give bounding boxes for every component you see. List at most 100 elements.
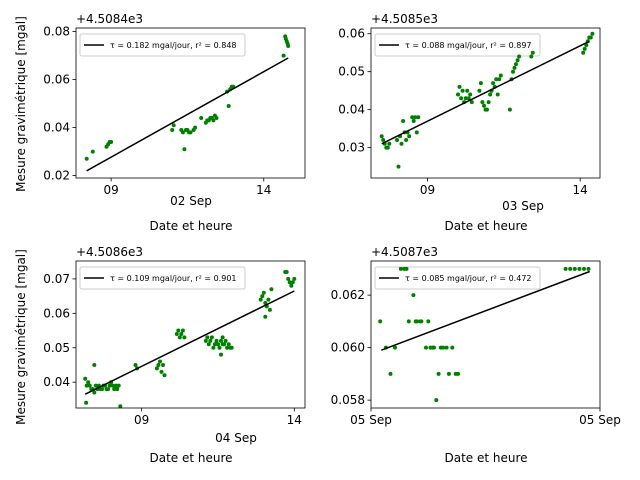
data-point <box>292 276 297 281</box>
data-point <box>180 328 185 333</box>
data-point <box>170 128 175 132</box>
data-point <box>485 107 489 112</box>
legend-box <box>79 33 246 57</box>
data-point <box>261 290 266 295</box>
data-point <box>568 266 573 271</box>
data-point <box>577 266 582 271</box>
data-point <box>219 338 223 343</box>
data-point <box>466 96 471 101</box>
data-point <box>465 88 470 93</box>
data-point <box>399 141 404 146</box>
data-point <box>517 54 522 59</box>
data-point <box>446 371 451 376</box>
data-point <box>387 141 392 146</box>
y-tick-label: 0.060 <box>331 341 365 355</box>
data-point <box>582 266 586 271</box>
data-point <box>398 266 403 271</box>
data-point <box>497 77 502 82</box>
data-point <box>286 44 291 48</box>
data-point <box>411 119 416 123</box>
data-point <box>507 107 512 112</box>
data-point <box>463 96 468 101</box>
plot-area: 0.03 0.04 0.05 0.06 09 14 <box>338 27 601 197</box>
date-label: 02 Sep <box>170 194 212 208</box>
data-point <box>269 287 274 292</box>
data-point <box>410 115 415 120</box>
data-point <box>205 335 210 340</box>
data-point <box>263 314 268 319</box>
data-point <box>188 130 193 135</box>
data-point <box>413 115 418 120</box>
data-point <box>434 398 439 403</box>
data-point <box>469 100 474 105</box>
data-point <box>404 266 409 271</box>
data-point <box>494 77 499 82</box>
data-point <box>118 404 123 409</box>
x-axis-label: Date et heure <box>149 219 232 233</box>
data-point <box>206 342 211 347</box>
axes-frame <box>370 27 601 179</box>
axes-frame <box>75 27 306 179</box>
data-point <box>115 387 120 392</box>
data-point <box>229 345 234 350</box>
x-tick-label: 14 <box>573 183 588 197</box>
y-tick-label: 0.058 <box>331 393 365 407</box>
data-point <box>212 342 217 347</box>
data-point <box>396 164 401 169</box>
data-point <box>258 297 263 302</box>
data-point <box>109 140 114 144</box>
data-point <box>113 383 118 388</box>
data-point <box>530 50 535 55</box>
offset-text: +4.5087e3 <box>371 245 438 259</box>
data-point <box>223 338 228 343</box>
offset-text: +4.5084e3 <box>76 12 143 26</box>
plot-area: 0.058 0.060 0.062 05 Sep 05 Sep <box>331 260 621 427</box>
data-point <box>174 332 179 336</box>
fit-line <box>84 290 295 395</box>
axes-frame <box>75 260 306 409</box>
date-label: 03 Sep <box>502 199 544 213</box>
y-tick-label: 0.03 <box>338 141 365 155</box>
data-point <box>110 383 115 388</box>
data-point <box>459 96 464 101</box>
data-point <box>436 371 441 376</box>
data-point <box>158 359 162 364</box>
data-point <box>511 69 515 74</box>
legend-box <box>374 266 541 290</box>
data-point <box>260 294 265 299</box>
y-tick-label: 0.062 <box>331 288 365 302</box>
x-tick-label: 14 <box>256 183 271 197</box>
data-point <box>214 338 219 343</box>
subplot-05-sep: +4.5087e3 τ = 0.085 mgal/jour, r² = 0.47… <box>371 245 541 465</box>
data-point <box>480 100 485 105</box>
data-point <box>514 62 518 67</box>
legend-box <box>79 266 246 290</box>
data-point <box>281 53 286 58</box>
data-point <box>488 92 493 97</box>
data-point <box>385 145 390 150</box>
data-point <box>214 116 219 120</box>
data-point <box>450 345 455 350</box>
y-tick-label: 0.06 <box>43 306 70 320</box>
data-point <box>177 335 182 340</box>
subplot-02-sep: +4.5084e3 τ = 0.182 mgal/jour, r² = 0.84… <box>14 12 246 233</box>
data-point <box>572 266 577 271</box>
data-point <box>226 342 231 347</box>
data-point <box>193 125 198 130</box>
data-point <box>286 276 291 281</box>
data-point <box>107 383 112 388</box>
data-point <box>182 335 187 340</box>
data-point <box>154 366 159 371</box>
data-point <box>176 328 181 333</box>
data-point <box>93 383 98 388</box>
data-point <box>379 134 384 139</box>
date-label: 04 Sep <box>215 431 257 445</box>
y-tick-label: 0.05 <box>43 341 70 355</box>
legend: τ = 0.182 mgal/jour, r² = 0.848 <box>79 33 246 57</box>
data-point <box>468 92 473 97</box>
data-point <box>225 345 230 350</box>
data-point <box>171 123 176 128</box>
data-point <box>287 280 292 285</box>
y-tick-label: 0.08 <box>43 25 70 39</box>
x-tick-label: 09 <box>420 183 435 197</box>
